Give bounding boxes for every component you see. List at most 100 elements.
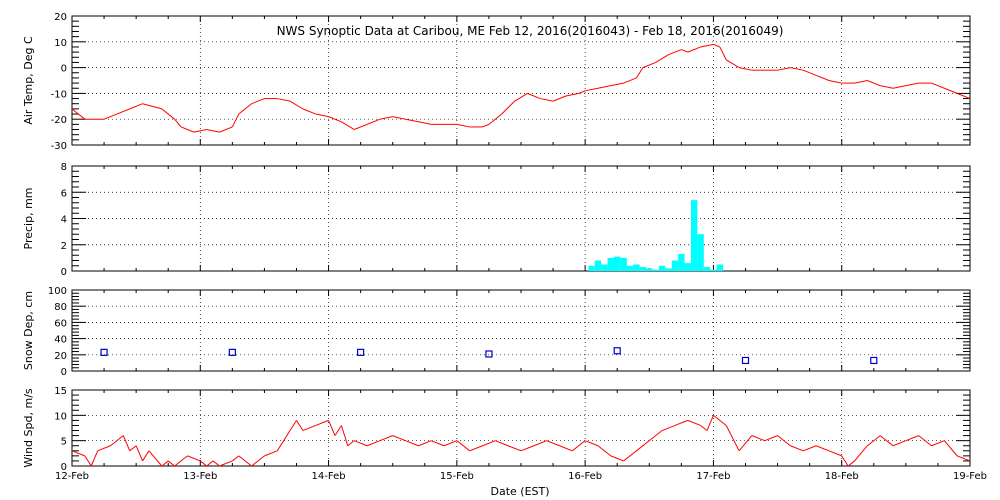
temp-line-segment	[456, 123, 470, 128]
wind-line-segment	[803, 445, 817, 452]
y-tick-label: 10	[54, 38, 67, 49]
temp-line-segment	[193, 129, 207, 133]
wind-line-segment	[918, 435, 932, 447]
temp-line-segment	[700, 43, 714, 48]
wind-line-segment	[238, 455, 252, 467]
precip-bar	[671, 260, 679, 271]
precip-bar	[690, 200, 698, 271]
temp-line-segment	[501, 100, 515, 115]
snow-depth-point	[613, 347, 621, 355]
precip-bar	[607, 257, 615, 271]
wind-line-segment	[943, 440, 958, 457]
temp-line-segment	[681, 49, 688, 53]
wind-line-segment	[879, 435, 894, 447]
wind-line-segment	[90, 450, 99, 467]
wind-line-segment	[212, 460, 220, 467]
wind-line-segment	[648, 430, 663, 442]
precip-bar	[626, 265, 634, 271]
wind-line-segment	[533, 440, 547, 447]
snow-depth-point	[741, 356, 750, 365]
y-tick-label: -20	[51, 115, 67, 126]
temp-line-segment	[815, 74, 830, 81]
snow-depth-point	[228, 348, 236, 356]
wind-line-segment	[142, 450, 150, 462]
wind-line-segment	[520, 445, 535, 452]
precip-bar	[665, 268, 672, 271]
wind-line-segment	[418, 440, 432, 447]
y-tick-label: 60	[54, 318, 67, 329]
temp-line-segment	[642, 61, 656, 69]
temp-line-segment	[482, 123, 490, 128]
temp-line-segment	[552, 95, 567, 102]
temp-line-segment	[527, 92, 541, 100]
precip-bar	[601, 264, 608, 271]
wind-line-segment	[296, 420, 304, 431]
wind-line-segment	[815, 445, 830, 452]
x-tick-label: 18-Feb	[825, 471, 859, 482]
temp-line-segment	[379, 116, 393, 120]
panel-frame-snow	[71, 289, 971, 372]
snow-depth-point	[100, 348, 108, 356]
wind-line-segment	[187, 455, 201, 462]
wind-line-segment	[174, 455, 188, 467]
wind-line-segment	[777, 435, 791, 447]
y-tick-label: 100	[48, 286, 67, 297]
x-tick-label: 17-Feb	[696, 471, 730, 482]
precip-bar	[684, 263, 691, 271]
wind-line-segment	[725, 425, 740, 452]
y-tick-label: 6	[61, 188, 67, 199]
x-axis-title: Date (EST)	[490, 485, 549, 498]
temp-line-segment	[944, 87, 958, 94]
wind-line-segment	[135, 445, 144, 462]
wind-line-segment	[110, 435, 124, 447]
y-tick-label: 0	[61, 64, 67, 75]
wind-line-segment	[148, 450, 163, 467]
temp-line-segment	[174, 118, 182, 128]
temp-line-segment	[636, 67, 644, 79]
temp-line-segment	[289, 100, 304, 110]
x-tick-label: 19-Feb	[953, 471, 987, 482]
wind-line-segment	[315, 419, 329, 426]
y-axis-title-wind: Wind Spd, m/s	[22, 388, 35, 468]
wind-line-segment	[841, 455, 849, 467]
precip-bar	[594, 260, 602, 271]
temp-line-segment	[828, 80, 842, 84]
y-axis-title-precip: Precip, mm	[22, 188, 35, 250]
precip-bar	[646, 268, 653, 271]
wind-line-segment	[334, 425, 342, 436]
y-tick-label: 15	[54, 386, 67, 397]
wind-line-segment	[251, 455, 265, 467]
precip-bar	[639, 267, 647, 271]
wind-line-segment	[340, 425, 349, 446]
y-tick-label: 20	[54, 351, 67, 362]
temp-line-segment	[867, 80, 881, 87]
y-tick-label: 40	[54, 335, 67, 346]
panel-frame-wind	[71, 389, 971, 467]
panel-snow: 0 20 40 60 80 100 Snow Dep, cm	[22, 286, 971, 378]
wind-line-segment	[482, 440, 496, 447]
wind-line-segment	[167, 460, 175, 467]
wind-line-segment	[713, 414, 727, 426]
y-tick-label: 2	[61, 241, 67, 252]
wind-line-segment	[379, 435, 393, 442]
wind-line-segment	[366, 440, 381, 447]
wind-line-segment	[495, 440, 509, 447]
panel-wind: 0 5 10 15 Wind Spd, m/s	[22, 386, 971, 473]
y-tick-label: 80	[54, 302, 67, 313]
x-tick-label: 15-Feb	[440, 471, 474, 482]
precip-bar	[697, 234, 704, 271]
y-tick-label: 0	[61, 367, 67, 378]
temp-line-segment	[610, 82, 624, 87]
wind-line-segment	[847, 460, 855, 467]
y-tick-label: 0	[61, 267, 67, 278]
wind-line-segment	[469, 445, 483, 452]
temp-line-segment	[488, 113, 503, 125]
wind-line-segment	[956, 455, 971, 462]
wind-line-segment	[738, 435, 753, 452]
temp-line-segment	[585, 87, 599, 92]
temp-line-segment	[116, 108, 130, 115]
wind-line-segment	[354, 440, 368, 447]
wind-line-segment	[456, 440, 470, 452]
precip-bar	[710, 269, 717, 271]
temp-line-segment	[514, 92, 528, 102]
